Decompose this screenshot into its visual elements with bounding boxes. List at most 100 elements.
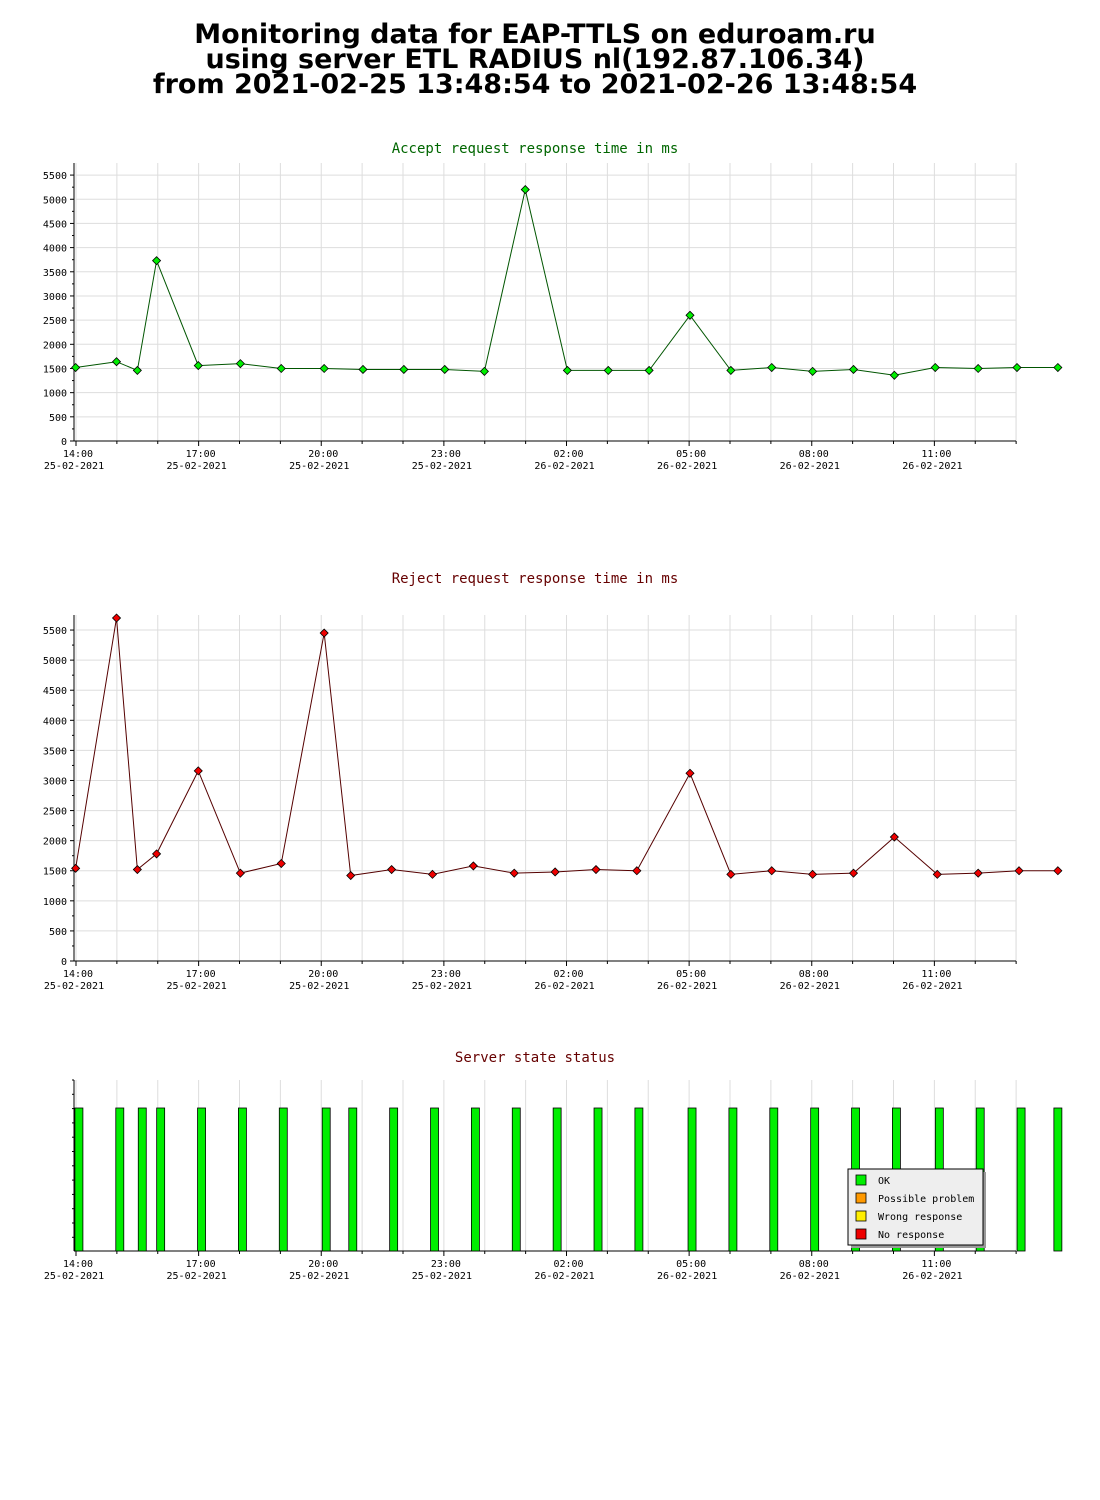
y-tick-label: 4000 — [43, 716, 67, 727]
data-point — [726, 365, 736, 375]
data-point — [808, 366, 818, 376]
y-tick-label: 1000 — [43, 389, 67, 400]
y-tick-label: 5000 — [43, 656, 67, 667]
x-tick-time: 05:00 — [676, 449, 706, 460]
data-point — [509, 868, 519, 878]
y-tick-label: 3500 — [43, 746, 67, 757]
status-bar — [470, 1107, 480, 1252]
x-tick-date: 25-02-2021 — [44, 461, 104, 472]
data-point — [848, 868, 859, 878]
y-tick-label: 1500 — [43, 364, 67, 375]
data-point — [111, 613, 122, 623]
data-point — [767, 362, 777, 373]
data-point — [235, 359, 245, 369]
x-tick-time: 02:00 — [553, 969, 583, 980]
x-tick-time: 14:00 — [63, 449, 93, 460]
data-point — [387, 864, 397, 875]
x-tick-date: 26-02-2021 — [780, 1271, 840, 1282]
x-tick-time: 05:00 — [676, 1259, 706, 1270]
data-point — [808, 869, 818, 879]
data-point — [440, 364, 450, 375]
reject-response-chart: 0 500 1000 1500 2000 2500 3000 3500 4000 4500 5000… — [43, 613, 1063, 992]
data-point — [132, 864, 142, 875]
status-bar — [687, 1107, 697, 1252]
y-tick-label: 5500 — [43, 626, 67, 637]
legend-swatch — [855, 1174, 867, 1186]
y-tick-label: 3000 — [43, 776, 67, 787]
x-tick-date: 25-02-2021 — [44, 981, 104, 992]
data-point — [973, 868, 983, 878]
x-tick-date: 25-02-2021 — [289, 981, 349, 992]
y-tick-label: 4000 — [43, 244, 67, 255]
data-point — [1012, 362, 1022, 373]
x-tick-date: 25-02-2021 — [289, 1271, 349, 1282]
x-tick-date: 26-02-2021 — [657, 1271, 717, 1282]
status-bar — [552, 1107, 562, 1252]
legend — [847, 1168, 984, 1246]
y-tick-label: 5500 — [43, 171, 67, 182]
data-point — [520, 185, 530, 195]
server-status-chart: 14:0025-02-202117:0025-02-202120:0025-02… — [44, 1079, 1063, 1282]
data-point — [193, 766, 203, 776]
y-tick-label: 2000 — [43, 837, 67, 848]
legend-label: OK — [878, 1176, 890, 1187]
series-line — [75, 617, 1058, 877]
reject-chart-title: Reject request response time in ms — [391, 571, 679, 587]
data-point — [644, 365, 654, 375]
accept-chart-title: Accept request response time in ms — [391, 141, 679, 157]
data-point — [319, 363, 329, 374]
legend-label: Wrong response — [878, 1212, 962, 1223]
x-tick-date: 26-02-2021 — [657, 461, 717, 472]
page-header: Monitoring data for EAP-TTLS on eduroam.… — [0, 21, 1070, 100]
x-tick-date: 26-02-2021 — [657, 981, 717, 992]
x-tick-date: 25-02-2021 — [412, 1271, 472, 1282]
data-point — [152, 849, 162, 859]
data-point — [726, 869, 736, 879]
status-bar — [430, 1107, 439, 1252]
status-bar — [137, 1107, 147, 1252]
status-bar — [156, 1107, 166, 1252]
x-tick-date: 26-02-2021 — [902, 1271, 962, 1282]
status-chart-title: Server state status — [454, 1050, 616, 1066]
x-tick-date: 25-02-2021 — [167, 461, 227, 472]
x-tick-time: 17:00 — [186, 1259, 216, 1270]
data-point — [235, 868, 245, 878]
x-tick-time: 08:00 — [799, 969, 829, 980]
x-tick-time: 14:00 — [63, 969, 93, 980]
status-bar — [321, 1107, 331, 1252]
data-point — [932, 869, 942, 879]
status-bar — [197, 1107, 206, 1252]
legend-swatch — [855, 1210, 867, 1222]
x-tick-time: 11:00 — [921, 449, 951, 460]
x-tick-time: 14:00 — [63, 1259, 93, 1270]
x-tick-time: 02:00 — [553, 449, 583, 460]
data-point — [276, 363, 286, 374]
x-tick-date: 26-02-2021 — [534, 1271, 594, 1282]
status-bar — [769, 1107, 779, 1252]
legend-swatch — [855, 1192, 867, 1204]
status-bar — [593, 1107, 603, 1252]
x-tick-time: 02:00 — [553, 1259, 583, 1270]
x-tick-date: 25-02-2021 — [412, 981, 472, 992]
x-tick-date: 26-02-2021 — [780, 461, 840, 472]
data-point — [399, 364, 409, 375]
data-point — [346, 870, 356, 881]
data-point — [1053, 362, 1063, 373]
x-tick-time: 23:00 — [431, 1259, 461, 1270]
status-bar — [238, 1107, 247, 1252]
x-tick-time: 11:00 — [921, 1259, 951, 1270]
data-point — [848, 364, 859, 375]
x-tick-time: 11:00 — [921, 969, 951, 980]
data-point — [685, 310, 695, 320]
x-tick-date: 25-02-2021 — [167, 981, 227, 992]
data-point — [685, 768, 695, 778]
header-line-3: from 2021-02-25 13:48:54 to 2021-02-26 1… — [152, 69, 918, 100]
x-tick-time: 23:00 — [431, 449, 461, 460]
data-point — [930, 362, 940, 373]
x-tick-time: 20:00 — [308, 1259, 338, 1270]
x-tick-time: 17:00 — [186, 969, 216, 980]
data-point — [591, 864, 601, 875]
data-point — [889, 832, 899, 842]
data-point — [562, 365, 572, 375]
legend-swatch — [855, 1228, 867, 1240]
